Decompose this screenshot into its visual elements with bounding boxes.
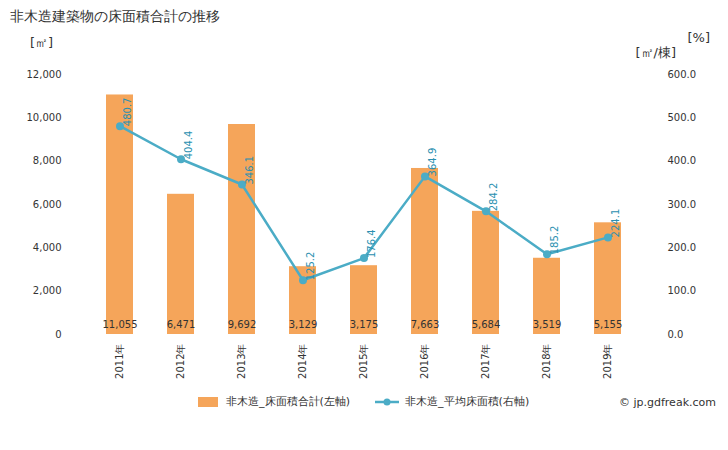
svg-text:5,684: 5,684 [472,319,501,330]
svg-text:2013年: 2013年 [236,344,247,379]
html-text:© jp.gdfreak.com: © jp.gdfreak.com [619,396,716,409]
svg-text:346.1: 346.1 [244,156,255,185]
svg-text:4,000: 4,000 [33,242,62,253]
svg-text:2014年: 2014年 [297,344,308,379]
svg-text:0: 0 [55,329,61,340]
svg-text:2016年: 2016年 [419,344,430,379]
svg-text:3,519: 3,519 [533,319,562,330]
svg-text:500.0: 500.0 [668,112,697,123]
svg-text:0.0: 0.0 [668,329,684,340]
svg-text:480.7: 480.7 [122,98,133,127]
svg-text:2015年: 2015年 [358,344,369,379]
svg-text:2017年: 2017年 [480,344,491,379]
svg-text:2012年: 2012年 [175,344,186,379]
svg-text:6,471: 6,471 [167,319,196,330]
svg-text:200.0: 200.0 [668,242,697,253]
html-text:非木造_平均床面積(右軸): 非木造_平均床面積(右軸) [405,395,530,408]
svg-text:5,155: 5,155 [594,319,623,330]
svg-text:600.0: 600.0 [668,69,697,80]
svg-text:10,000: 10,000 [27,112,62,123]
svg-text:125.2: 125.2 [305,252,316,281]
svg-text:12,000: 12,000 [27,69,62,80]
svg-text:8,000: 8,000 [33,155,62,166]
svg-text:404.4: 404.4 [183,131,194,160]
svg-text:9,692: 9,692 [228,319,257,330]
html-text:非木造建築物の床面積合計の推移: 非木造建築物の床面積合計の推移 [10,8,220,24]
svg-text:2,000: 2,000 [33,285,62,296]
svg-text:3,129: 3,129 [289,319,318,330]
svg-text:364.9: 364.9 [427,148,438,177]
svg-text:6,000: 6,000 [33,199,62,210]
svg-text:2019年: 2019年 [602,344,613,379]
html-text:非木造_床面積合計(左軸): 非木造_床面積合計(左軸) [226,395,351,408]
svg-text:11,055: 11,055 [103,319,138,330]
svg-text:300.0: 300.0 [668,199,697,210]
svg-text:284.2: 284.2 [488,183,499,212]
svg-text:176.4: 176.4 [366,229,377,258]
svg-text:3,175: 3,175 [350,319,379,330]
svg-text:185.2: 185.2 [549,226,560,255]
svg-text:7,663: 7,663 [411,319,440,330]
svg-text:224.1: 224.1 [610,209,621,238]
svg-text:400.0: 400.0 [668,155,697,166]
svg-text:100.0: 100.0 [668,285,697,296]
svg-text:2018年: 2018年 [541,344,552,379]
svg-text:2011年: 2011年 [114,344,125,379]
html-text:[㎡/棟]: [㎡/棟] [635,45,676,60]
